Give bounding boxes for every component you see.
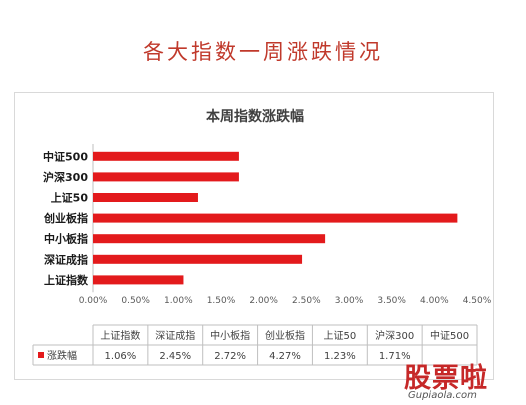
x-tick-label: 0.00% [79, 296, 108, 306]
y-tick-label: 深证成指 [44, 252, 88, 266]
page-title: 各大指数一周涨跌情况 [143, 40, 383, 64]
x-tick-label: 1.00% [164, 296, 193, 306]
y-tick-label: 中证500 [43, 149, 88, 163]
watermark-url: Gupiaola.com [408, 390, 477, 401]
watermark-text: 股票啦 [404, 363, 488, 394]
bar-3 [93, 193, 198, 202]
table-value: 1.23% [324, 351, 356, 362]
x-tick-label: 3.50% [377, 296, 406, 306]
bar-1 [93, 151, 239, 161]
legend-key [38, 352, 44, 358]
y-tick-label: 创业板指 [43, 211, 88, 225]
bar-5 [93, 234, 326, 244]
watermark-logo: 股票啦 Gupiaola.com [404, 356, 526, 405]
bar-2 [93, 172, 239, 182]
table-value: 4.27% [269, 351, 301, 362]
table-header: 上证50 [323, 330, 356, 342]
table-header: 上证指数 [100, 329, 140, 342]
table-header: 深证成指 [155, 329, 195, 342]
table-header: 沪深300 [375, 329, 414, 342]
y-tick-label: 上证50 [51, 191, 89, 205]
table-header: 中小板指 [210, 329, 250, 342]
bar-7 [93, 275, 184, 285]
table-value: 1.06% [105, 351, 137, 362]
y-tick-label: 中小板指 [44, 232, 88, 246]
table-header: 中证500 [430, 329, 469, 342]
bar-4 [93, 213, 458, 223]
y-tick-label: 沪深300 [43, 170, 88, 184]
table-value: 2.72% [214, 351, 246, 362]
x-tick-label: 2.00% [249, 296, 278, 306]
table-value: 1.71% [379, 351, 411, 362]
bar-chart: 本周指数涨跌幅中证500沪深300上证50创业板指中小板指深证成指上证指数0.0… [32, 108, 492, 366]
x-tick-label: 4.00% [420, 296, 449, 306]
table-row-label: 涨跌幅 [47, 349, 77, 362]
bar-6 [93, 254, 303, 264]
chart-frame: 本周指数涨跌幅 中证500 沪深300 上证50 创业板指 中小板指 深证成指 上证指数 0.0… [14, 92, 494, 380]
y-tick-label: 上证指数 [44, 273, 89, 287]
table-value: 2.45% [159, 351, 191, 362]
x-tick-label: 3.00% [335, 296, 364, 306]
x-tick-label: 4.50% [463, 296, 492, 306]
x-tick-label: 1.50% [207, 296, 236, 306]
x-tick-label: 0.50% [121, 296, 150, 306]
table-header: 创业板指 [265, 329, 305, 342]
x-tick-label: 2.50% [292, 296, 321, 306]
chart-title: 本周指数涨跌幅 [206, 108, 304, 125]
